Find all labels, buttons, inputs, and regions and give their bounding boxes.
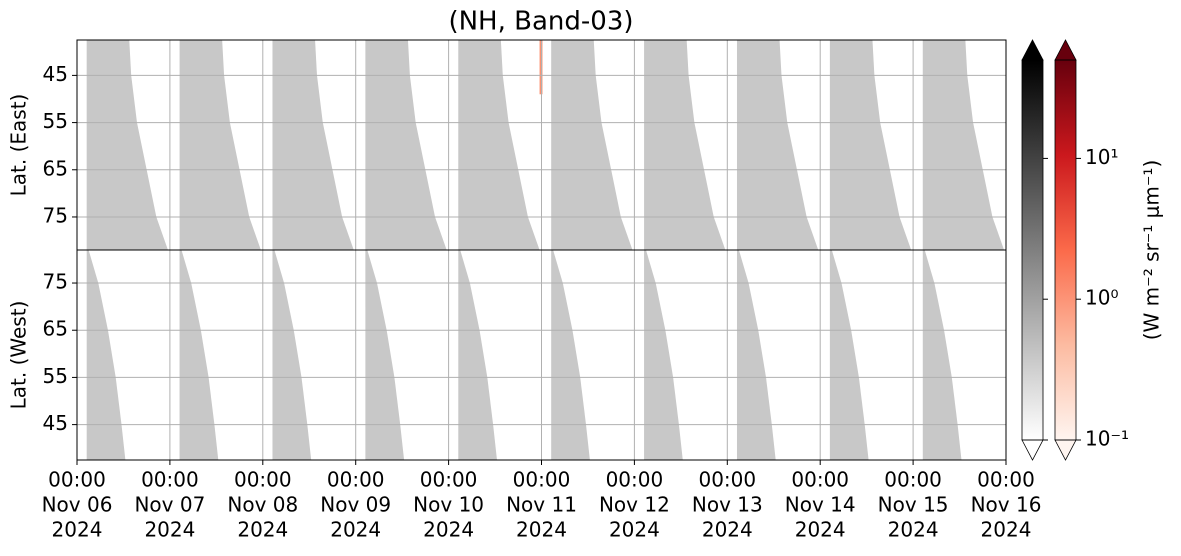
colorbar-tick-label: 10⁻¹	[1085, 427, 1129, 451]
y-axis-label: Lat. (East)	[7, 94, 31, 197]
swath	[458, 250, 497, 460]
x-tick-label: Nov 11	[506, 493, 577, 517]
x-tick-label: 00:00	[606, 468, 664, 492]
x-tick-label: 2024	[888, 518, 939, 542]
x-tick-label: Nov 13	[692, 493, 763, 517]
x-tick-label: 2024	[330, 518, 381, 542]
y-tick-label: 65	[43, 156, 68, 180]
x-tick-label: 00:00	[141, 468, 199, 492]
swath	[179, 40, 261, 250]
x-tick-label: 00:00	[48, 468, 106, 492]
swath	[272, 250, 312, 460]
swath	[644, 40, 726, 250]
x-tick-label: 00:00	[884, 468, 942, 492]
x-tick-label: 00:00	[513, 468, 571, 492]
y-tick-label: 65	[43, 317, 68, 341]
x-tick-label: Nov 16	[971, 493, 1042, 517]
x-tick-label: Nov 10	[413, 493, 484, 517]
chart-title: (NH, Band-03)	[448, 7, 633, 37]
swath	[272, 40, 354, 250]
x-tick-label: 2024	[423, 518, 474, 542]
x-tick-label: Nov 07	[134, 493, 205, 517]
panel	[86, 40, 1005, 250]
swath	[86, 250, 126, 460]
swath	[179, 250, 219, 460]
y-tick-label: 45	[43, 411, 68, 435]
swath	[736, 40, 819, 250]
x-tick-label: 2024	[52, 518, 103, 542]
swath	[86, 40, 168, 250]
colorbar-tick-label: 10¹	[1085, 145, 1118, 169]
panel	[86, 250, 962, 460]
x-tick-label: Nov 08	[227, 493, 298, 517]
swath	[644, 250, 683, 460]
x-tick-label: Nov 09	[320, 493, 391, 517]
x-tick-label: Nov 12	[599, 493, 670, 517]
swath	[922, 250, 962, 460]
x-tick-label: 2024	[237, 518, 288, 542]
x-tick-label: 00:00	[327, 468, 385, 492]
x-tick-label: 00:00	[420, 468, 478, 492]
y-axis-label: Lat. (West)	[7, 301, 31, 410]
colorbar	[1055, 60, 1076, 440]
colorbar-tick-label: 10⁰	[1085, 286, 1118, 310]
x-tick-label: 2024	[795, 518, 846, 542]
colorbar-extend	[1054, 439, 1077, 461]
swath	[829, 250, 869, 460]
x-tick-label: 00:00	[698, 468, 756, 492]
y-tick-label: 55	[43, 364, 68, 388]
x-tick-label: Nov 15	[878, 493, 949, 517]
colorbar-extend	[1021, 39, 1044, 61]
swath	[551, 250, 590, 460]
x-tick-label: 00:00	[791, 468, 849, 492]
swath	[736, 250, 776, 460]
swath	[922, 40, 1005, 250]
y-tick-label: 75	[43, 203, 68, 227]
x-tick-label: 2024	[516, 518, 567, 542]
colorbar-frame	[1021, 59, 1044, 441]
x-tick-label: 00:00	[234, 468, 292, 492]
swath	[365, 250, 405, 460]
x-tick-label: 2024	[144, 518, 195, 542]
x-tick-label: 2024	[702, 518, 753, 542]
x-tick-label: 00:00	[977, 468, 1035, 492]
swath	[458, 40, 540, 250]
colorbar	[1022, 60, 1043, 440]
x-tick-label: 2024	[609, 518, 660, 542]
colorbar-frame	[1054, 59, 1077, 441]
swath	[551, 40, 633, 250]
x-tick-label: Nov 06	[42, 493, 113, 517]
y-tick-label: 55	[43, 109, 68, 133]
y-tick-label: 45	[43, 62, 68, 86]
swath	[829, 40, 912, 250]
colorbar-label: (W m⁻² sr⁻¹ μm⁻¹)	[1140, 160, 1164, 341]
x-tick-label: Nov 14	[785, 493, 856, 517]
colorbar-extend	[1021, 439, 1044, 461]
colorbar-extend	[1054, 39, 1077, 61]
x-tick-label: 2024	[981, 518, 1032, 542]
swath	[365, 40, 447, 250]
y-tick-label: 75	[43, 270, 68, 294]
